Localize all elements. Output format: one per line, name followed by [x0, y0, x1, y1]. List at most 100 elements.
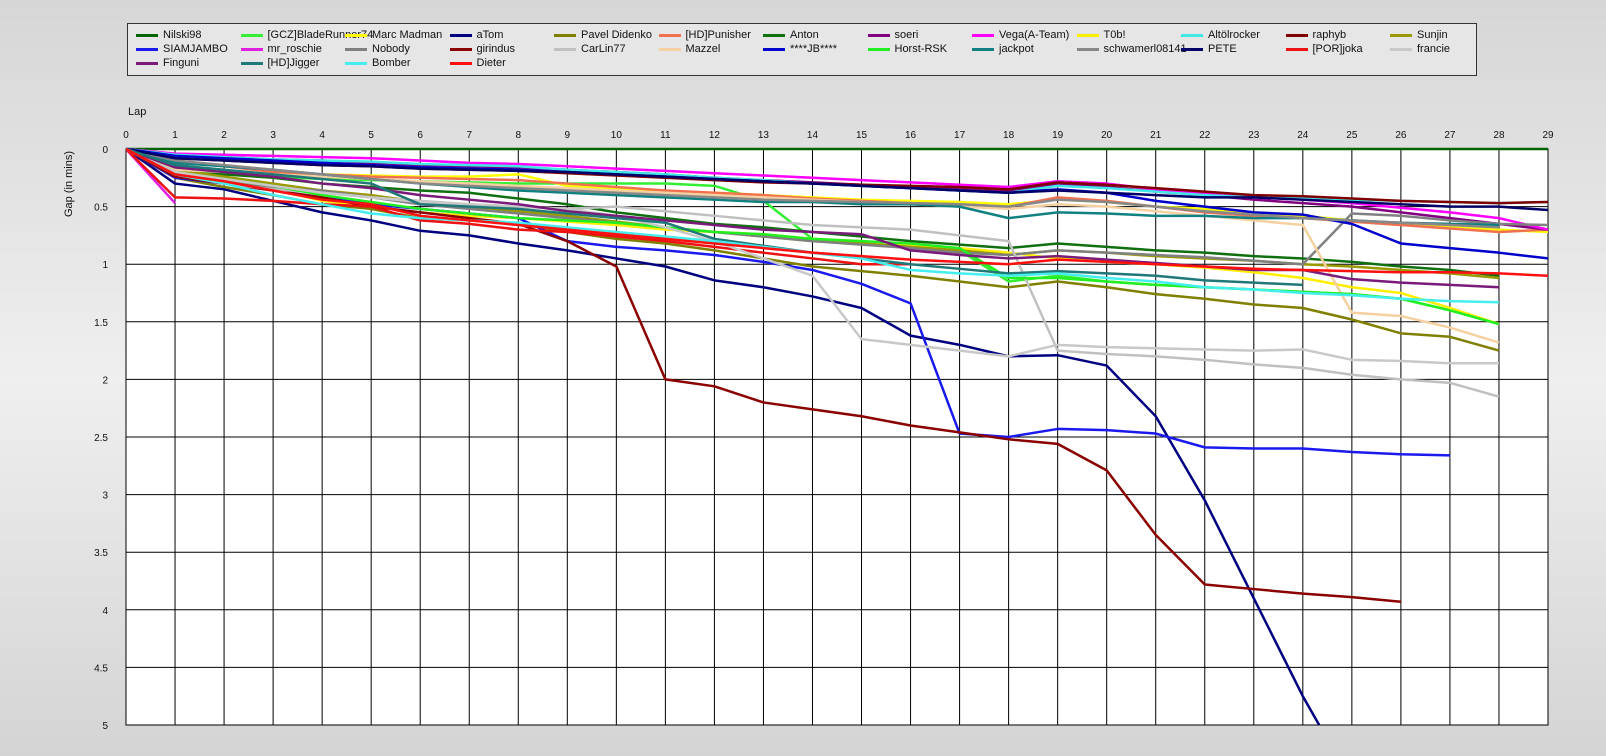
legend-swatch — [554, 34, 576, 37]
x-tick-label: 10 — [611, 130, 623, 141]
x-tick-label: 9 — [565, 130, 571, 141]
x-tick-label: 5 — [368, 130, 374, 141]
series-line-4 — [126, 147, 1500, 352]
legend-label: Sunjin — [1417, 29, 1448, 41]
x-tick-label: 27 — [1444, 130, 1456, 141]
legend-label: Vega(A-Team) — [999, 29, 1070, 41]
legend-label: Marc Madman — [372, 29, 443, 41]
legend-swatch — [1390, 48, 1412, 51]
legend-label: aTom — [476, 29, 504, 41]
legend-label: [HD]Jigger — [267, 57, 320, 69]
legend-swatch — [1181, 48, 1203, 51]
x-tick-label: 6 — [417, 130, 423, 141]
series-line-25 — [126, 147, 1499, 365]
legend-swatch — [345, 34, 367, 37]
legend-swatch — [554, 48, 576, 51]
legend-swatch — [449, 34, 472, 37]
x-tick-label: 18 — [1003, 130, 1015, 141]
legend-label: Bomber — [372, 57, 411, 69]
x-tick-label: 17 — [954, 130, 966, 141]
legend-label: mr_roschie — [267, 43, 322, 55]
x-tick-label: 22 — [1199, 130, 1211, 141]
x-tick-label: 19 — [1052, 130, 1064, 141]
x-tick-label: 4 — [319, 130, 325, 141]
legend-swatch — [1181, 34, 1203, 37]
y-tick-label: 5 — [102, 721, 108, 732]
series-lines — [126, 147, 1548, 725]
legend-label: Pavel Didenko — [581, 29, 652, 41]
series-line-24 — [126, 148, 911, 266]
x-tick-label: 7 — [466, 130, 472, 141]
series-line-22 — [126, 147, 1500, 229]
legend-swatch — [867, 48, 890, 51]
x-tick-label: 8 — [515, 130, 521, 141]
y-tick-label: 3.5 — [94, 548, 108, 559]
legend-swatch — [763, 48, 785, 51]
y-tick-label: 3 — [102, 491, 108, 502]
legend-label: Mazzel — [685, 43, 721, 55]
legend-swatch — [345, 62, 367, 65]
x-tick-label: 29 — [1542, 130, 1554, 141]
y-tick-label: 0.5 — [94, 203, 108, 214]
y-tick-label: 2 — [102, 375, 108, 386]
legend-label: Altölrocker — [1208, 29, 1260, 41]
legend-swatch — [1076, 34, 1099, 37]
legend-label: Nobody — [372, 43, 410, 55]
legend-label: PETE — [1208, 43, 1237, 55]
legend-label: ****JB**** — [790, 43, 838, 55]
legend-label: jackpot — [999, 43, 1034, 55]
y-tick-labels: 0 0.5 1 1.5 2 2.5 3 3.5 4 4.5 5 — [94, 145, 108, 732]
x-tick-label: 2 — [221, 130, 227, 141]
series-line-3 — [126, 147, 1321, 725]
legend: Nilski98 [GCZ]BladeRunner74 Marc Madman aTo… — [127, 23, 1477, 76]
legend-swatch — [240, 48, 263, 51]
x-tick-label: 28 — [1493, 130, 1505, 141]
legend-label: soeri — [894, 29, 919, 41]
x-tick-label: 11 — [660, 130, 671, 141]
x-tick-label: 23 — [1248, 130, 1260, 141]
y-tick-label: 4.5 — [94, 663, 108, 674]
x-tick-label: 12 — [709, 130, 721, 141]
x-tick-label: 1 — [172, 130, 178, 141]
x-tick-label: 3 — [270, 130, 276, 141]
legend-label: [HD]Punisher — [685, 29, 751, 41]
legend-swatch — [972, 48, 994, 51]
y-tick-label: 0 — [102, 145, 108, 156]
legend-swatch — [449, 62, 472, 65]
legend-label: T0b! — [1103, 29, 1126, 41]
legend-swatch — [136, 34, 158, 37]
legend-label: francie — [1417, 43, 1451, 55]
series-line-29 — [126, 147, 1548, 277]
series-line-23 — [126, 147, 1548, 212]
legend-label: schwamerl08141 — [1103, 43, 1187, 55]
y-tick-label: 1 — [102, 260, 108, 271]
x-tick-label: 21 — [1150, 130, 1162, 141]
y-tick-label: 1.5 — [94, 318, 108, 329]
legend-swatch — [867, 34, 890, 37]
x-tick-label: 20 — [1101, 130, 1113, 141]
legend-swatch — [972, 34, 994, 37]
x-tick-labels: 0 1 2 3 4 5 6 7 8 9 10 11 12 13 14 15 16 17 18 19 20 21 22 23 24… — [123, 130, 1554, 141]
x-tick-label: 0 — [123, 130, 129, 141]
legend-swatch — [1285, 48, 1308, 51]
y-tick-label: 4 — [102, 606, 108, 617]
grid — [125, 148, 1549, 726]
legend-swatch — [1076, 48, 1099, 51]
y-axis-title: Gap (in mins) — [63, 151, 75, 217]
x-tick-label: 24 — [1297, 130, 1309, 141]
legend-swatch — [136, 62, 158, 65]
legend-label: Nilski98 — [163, 29, 202, 41]
x-tick-label: 13 — [758, 130, 770, 141]
legend-swatch — [658, 34, 681, 37]
x-axis-title: Lap — [128, 106, 146, 118]
legend-swatch — [240, 62, 263, 65]
legend-label: [POR]joka — [1312, 43, 1363, 55]
legend-label: Horst-RSK — [894, 43, 948, 55]
legend-swatch — [1285, 34, 1308, 37]
x-tick-label: 16 — [905, 130, 917, 141]
series-line-27 — [126, 147, 1303, 287]
legend-label: CarLin77 — [581, 43, 626, 55]
x-tick-label: 15 — [856, 130, 868, 141]
legend-label: SIAMJAMBO — [163, 43, 228, 55]
x-tick-label: 25 — [1346, 130, 1358, 141]
